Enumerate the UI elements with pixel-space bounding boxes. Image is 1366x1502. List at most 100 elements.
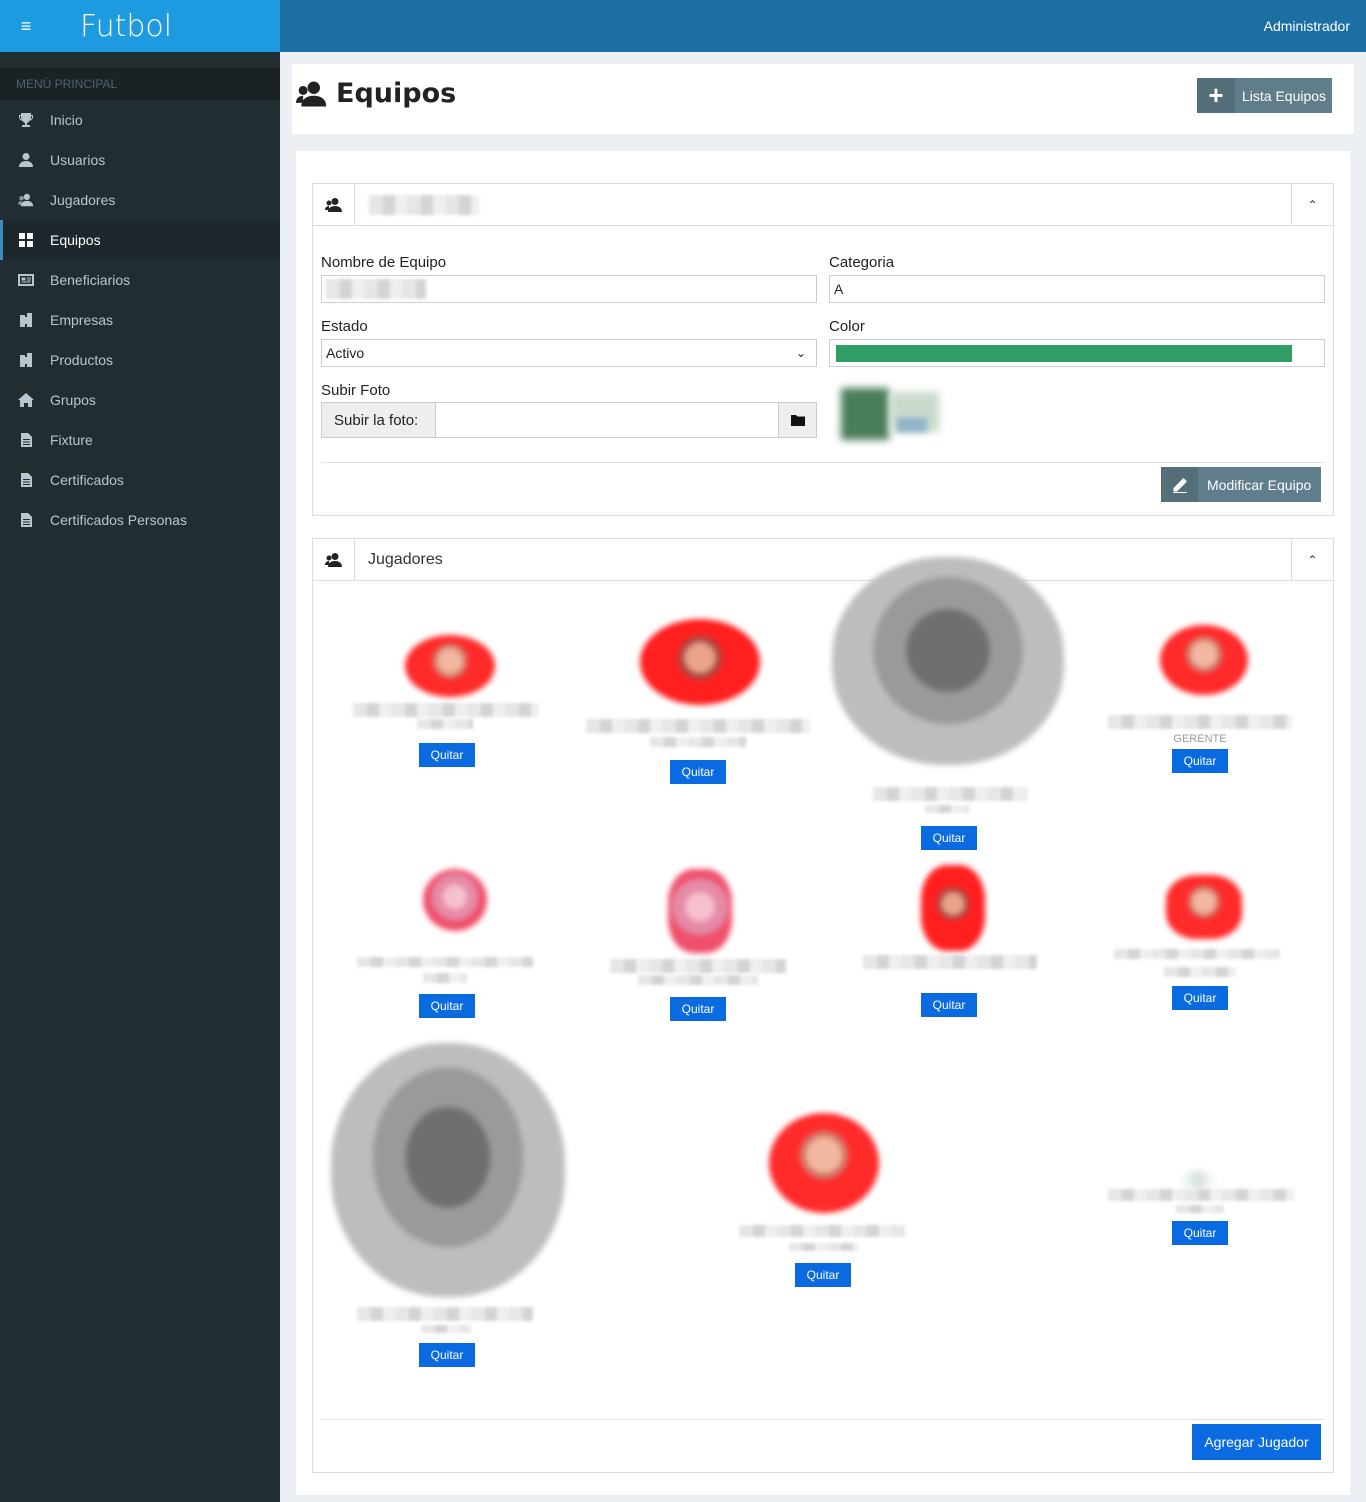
page-title-text: Equipos: [336, 78, 457, 109]
categoria-input[interactable]: A: [829, 275, 1325, 303]
player-name-redacted: [1108, 1189, 1294, 1201]
building-icon: [0, 352, 50, 368]
sidebar-item-fixture[interactable]: Fixture: [0, 420, 280, 460]
quitar-button[interactable]: Quitar: [419, 743, 475, 767]
player-name-redacted: [586, 719, 810, 733]
sidebar-item-label: Beneficiarios: [50, 272, 131, 288]
hamburger-icon[interactable]: ≡: [20, 15, 32, 36]
player-photo: [769, 1113, 879, 1213]
content-box: ⌃ Nombre de Equipo Categoria A Estado Ac…: [296, 151, 1350, 1495]
estado-label: Estado: [321, 318, 368, 335]
player-photo: [423, 869, 487, 931]
color-input[interactable]: [829, 339, 1325, 367]
player-detail-redacted: [1176, 1205, 1224, 1213]
team-photo-thumbnail: [833, 380, 953, 446]
sidebar-item-beneficiarios[interactable]: Beneficiarios: [0, 260, 280, 300]
player-name-redacted: [739, 1225, 905, 1237]
color-swatch: [836, 345, 1292, 362]
collapse-chevron-icon[interactable]: ⌃: [1291, 539, 1333, 581]
color-label: Color: [829, 318, 865, 335]
estado-select[interactable]: Activo ⌄: [321, 339, 817, 367]
sidebar-item-certificados-personas[interactable]: Certificados Personas: [0, 500, 280, 540]
team-panel: ⌃ Nombre de Equipo Categoria A Estado Ac…: [312, 183, 1334, 516]
estado-value: Activo: [326, 345, 365, 361]
collapse-chevron-icon[interactable]: ⌃: [1291, 184, 1333, 226]
quitar-button[interactable]: Quitar: [795, 1263, 851, 1287]
file-icon: [0, 432, 50, 448]
quitar-button[interactable]: Quitar: [921, 993, 977, 1017]
sidebar-item-label: Equipos: [50, 232, 101, 248]
foto-prefix: Subir la foto:: [322, 403, 436, 437]
team-panel-header: ⌃: [313, 183, 1333, 226]
team-name-redacted: [369, 194, 479, 215]
player-detail-redacted: [638, 975, 758, 985]
id-card-icon: [0, 272, 50, 288]
sidebar-item-label: Fixture: [50, 432, 93, 448]
players-divider: [321, 1419, 1325, 1420]
player-card: Quitar: [327, 631, 567, 771]
player-detail-redacted: [423, 973, 467, 983]
file-icon: [0, 472, 50, 488]
quitar-button[interactable]: Quitar: [670, 760, 726, 784]
quitar-button[interactable]: Quitar: [921, 826, 977, 850]
sidebar-item-usuarios[interactable]: Usuarios: [0, 140, 280, 180]
top-bar: Administrador: [280, 0, 1366, 52]
foto-upload[interactable]: Subir la foto:: [321, 402, 817, 438]
lista-equipos-label: Lista Equipos: [1242, 87, 1327, 104]
player-photo: [1160, 625, 1248, 695]
foto-label: Subir Foto: [321, 382, 391, 399]
player-name-redacted: [863, 955, 1037, 969]
quitar-button[interactable]: Quitar: [1172, 1221, 1228, 1245]
lista-equipos-button[interactable]: + Lista Equipos: [1197, 78, 1332, 113]
player-name-redacted: [1108, 715, 1292, 729]
nombre-input[interactable]: [321, 275, 817, 303]
player-role: GERENTE: [1173, 733, 1227, 745]
quitar-button[interactable]: Quitar: [1172, 986, 1228, 1010]
home-icon: [0, 392, 50, 408]
player-photo: [640, 619, 760, 705]
sidebar-item-equipos[interactable]: Equipos: [0, 220, 280, 260]
players-panel: Jugadores ⌃ Quitar Quitar Quitar GERENTE: [312, 538, 1334, 1473]
sidebar-item-label: Grupos: [50, 392, 96, 408]
player-name-redacted: [873, 787, 1027, 801]
agregar-jugador-button[interactable]: Agregar Jugador: [1192, 1424, 1321, 1460]
sidebar-item-certificados[interactable]: Certificados: [0, 460, 280, 500]
page-header: Equipos + Lista Equipos: [292, 64, 1354, 134]
quitar-button[interactable]: Quitar: [419, 994, 475, 1018]
player-card: Quitar: [578, 619, 818, 784]
sidebar-item-jugadores[interactable]: Jugadores: [0, 180, 280, 220]
player-detail-redacted: [417, 719, 473, 729]
sidebar-item-grupos[interactable]: Grupos: [0, 380, 280, 420]
player-name-redacted: [1114, 949, 1280, 959]
quitar-button[interactable]: Quitar: [670, 997, 726, 1021]
player-card: Quitar: [829, 865, 1069, 1021]
sidebar-item-empresas[interactable]: Empresas: [0, 300, 280, 340]
player-photo: [1180, 1169, 1216, 1191]
player-photo: [921, 865, 985, 951]
folder-icon[interactable]: [778, 403, 816, 437]
player-detail-redacted: [421, 1325, 471, 1333]
player-name-redacted: [357, 1307, 533, 1321]
quitar-button[interactable]: Quitar: [1172, 749, 1228, 773]
brand-title[interactable]: Futbol: [80, 8, 173, 44]
user-menu[interactable]: Administrador: [1263, 18, 1350, 34]
building-icon: [0, 312, 50, 328]
pencil-icon: [1161, 467, 1198, 502]
form-divider: [321, 462, 1325, 463]
player-detail-redacted: [789, 1243, 859, 1251]
quitar-button[interactable]: Quitar: [419, 1343, 475, 1367]
nombre-label: Nombre de Equipo: [321, 254, 447, 271]
modificar-equipo-button[interactable]: Modificar Equipo: [1161, 467, 1321, 502]
users-icon: [313, 538, 355, 581]
sidebar-item-label: Jugadores: [50, 192, 116, 208]
player-photo: [331, 1043, 565, 1297]
brand-bar: ≡ Futbol: [0, 0, 280, 52]
player-photo: [1166, 875, 1242, 939]
sidebar-item-inicio[interactable]: Inicio: [0, 100, 280, 140]
menu-header: MENÚ PRINCIPAL: [0, 68, 280, 100]
player-name-redacted: [353, 703, 539, 717]
sidebar-item-productos[interactable]: Productos: [0, 340, 280, 380]
sidebar-item-label: Productos: [50, 352, 114, 368]
player-card: Quitar: [1080, 875, 1320, 1021]
players-panel-header: Jugadores ⌃: [313, 538, 1333, 581]
